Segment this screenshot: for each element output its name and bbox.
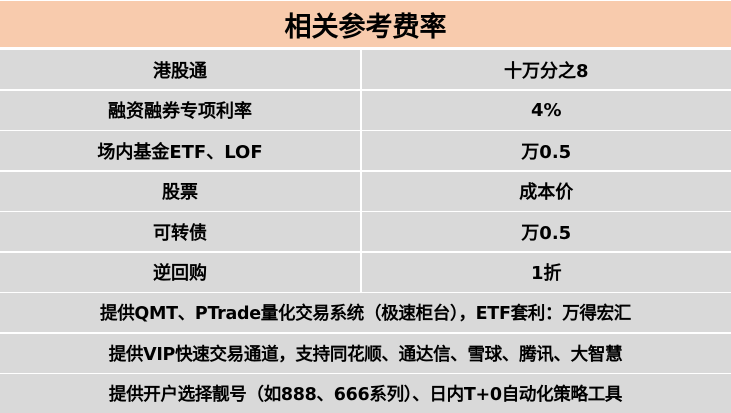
note-cell: 提供QMT、PTrade量化交易系统（极速柜台），ETF套利：万得宏汇: [0, 293, 731, 332]
table-row: 港股通十万分之8: [0, 50, 731, 89]
item-cell: 逆回购: [0, 253, 360, 292]
item-cell: 股票: [0, 172, 360, 211]
note-row: 提供QMT、PTrade量化交易系统（极速柜台），ETF套利：万得宏汇: [0, 293, 731, 332]
rate-cell: 1折: [362, 253, 731, 292]
note-row: 提供VIP快速交易通道，支持同花顺、通达信、雪球、腾讯、大智慧: [0, 334, 731, 373]
item-cell: 场内基金ETF、LOF: [0, 131, 360, 170]
item-cell: 港股通: [0, 50, 360, 89]
rate-cell: 万0.5: [362, 212, 731, 251]
table-title: 相关参考费率: [0, 1, 731, 47]
note-row: 提供开户选择靓号（如888、666系列）、日内T+0自动化策略工具: [0, 374, 731, 413]
item-cell: 可转债: [0, 212, 360, 251]
item-cell: 融资融券专项利率: [0, 91, 360, 130]
note-cell: 提供VIP快速交易通道，支持同花顺、通达信、雪球、腾讯、大智慧: [0, 334, 731, 373]
rate-cell: 成本价: [362, 172, 731, 211]
table-row: 可转债万0.5: [0, 212, 731, 251]
rate-cell: 4%: [362, 91, 731, 130]
rate-cell: 万0.5: [362, 131, 731, 170]
rate-cell: 十万分之8: [362, 50, 731, 89]
note-cell: 提供开户选择靓号（如888、666系列）、日内T+0自动化策略工具: [0, 374, 731, 413]
table-row: 股票成本价: [0, 172, 731, 211]
